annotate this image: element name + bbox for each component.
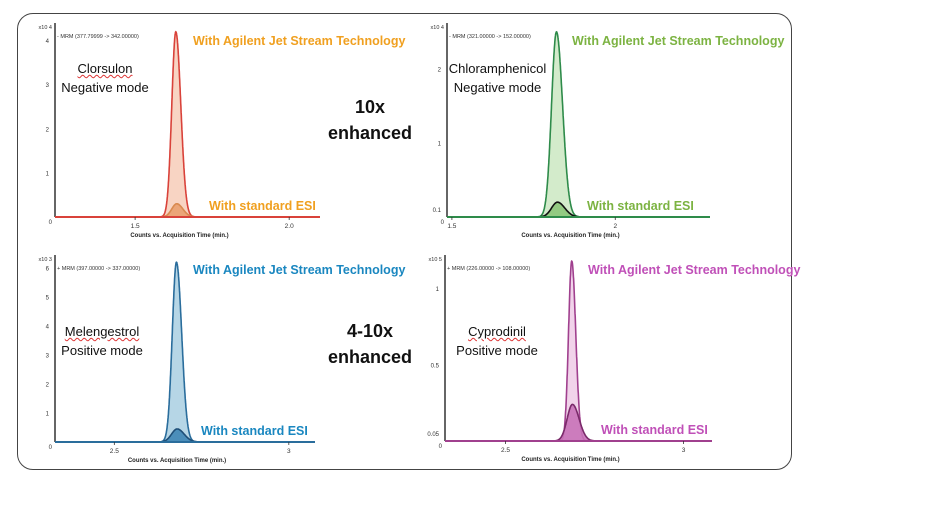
legend-std-esi: With standard ESI <box>209 199 316 213</box>
ionization-mode: Negative mode <box>453 80 542 95</box>
y-tick-label: 0 <box>441 220 445 226</box>
compound-name: Cyprodinil <box>468 324 526 339</box>
compound-label: Chloramphenicol Negative mode <box>440 59 555 97</box>
y-multiplier: x10 3 <box>39 257 52 263</box>
x-tick-label: 2.5 <box>501 447 510 454</box>
compound-label: Melengestrol Positive mode <box>52 322 152 360</box>
peak-fill-std-esi <box>545 404 600 441</box>
y-tick-label: 0.1 <box>433 208 442 214</box>
x-axis-label: Counts vs. Acquisition Time (min.) <box>128 458 226 464</box>
compound-label: Cyprodinil Positive mode <box>447 322 547 360</box>
enhancement-summary: 10x enhanced <box>310 94 430 146</box>
y-tick-label: 4 <box>46 39 50 45</box>
y-tick-label: 1 <box>46 171 50 177</box>
legend-std-esi: With standard ESI <box>587 199 694 213</box>
x-tick-label: 3 <box>682 447 686 454</box>
chromatogram-panel: 0 1 2 3 4 1.5 2.0 Counts vs. Acquisition Time (… <box>39 23 320 239</box>
y-tick-label: 6 <box>46 267 50 273</box>
compound-label: Clorsulon Negative mode <box>55 59 155 97</box>
y-tick-label: 1 <box>46 412 50 418</box>
peak-fill-std-esi <box>149 429 206 442</box>
figure-frame <box>17 13 792 470</box>
y-tick-label: 0 <box>439 444 443 450</box>
peak-fill-std-esi <box>152 203 202 217</box>
legend-ajs: With Agilent Jet Stream Technology <box>572 34 785 48</box>
legend-std-esi: With standard ESI <box>601 423 708 437</box>
enhancement-text: enhanced <box>327 123 413 143</box>
ionization-mode: Positive mode <box>61 343 143 358</box>
compound-name: Clorsulon <box>77 61 133 76</box>
enhancement-summary: 4-10x enhanced <box>310 318 430 370</box>
mrm-transition: + MRM (226.00000 -> 108.00000) <box>447 266 530 272</box>
enhancement-factor: 10x <box>354 97 386 117</box>
x-tick-label: 3 <box>287 448 291 455</box>
y-tick-label: 3 <box>46 354 50 360</box>
y-tick-label: 3 <box>46 83 50 89</box>
mrm-transition: + MRM (397.00000 -> 337.00000) <box>57 266 140 272</box>
y-tick-label: 2 <box>46 127 50 133</box>
peak-fill-ajs <box>555 261 588 441</box>
x-tick-label: 1.5 <box>447 223 456 230</box>
mrm-transition: - MRM (377.79999 -> 342.00000) <box>57 34 139 40</box>
x-tick-label: 2.0 <box>285 223 294 230</box>
y-tick-label: 1 <box>438 141 442 147</box>
y-tick-label: 2 <box>438 67 442 73</box>
chromatogram-panel: 0 0.1 1 2 1.5 2 Counts vs. Acquisition Time (m… <box>431 23 710 239</box>
y-tick-label: 0.05 <box>427 432 439 438</box>
enhancement-factor: 4-10x <box>346 321 394 341</box>
y-tick-label: 0.5 <box>431 363 440 369</box>
compound-name: Melengestrol <box>64 324 140 339</box>
peak-fill-ajs <box>531 31 581 218</box>
mrm-transition: - MRM (321.00000 -> 152.00000) <box>449 34 531 40</box>
legend-ajs: With Agilent Jet Stream Technology <box>193 34 406 48</box>
y-multiplier: x10 5 <box>429 257 442 263</box>
peak-fill-ajs <box>155 262 198 442</box>
y-tick-label: 5 <box>46 296 50 302</box>
x-tick-label: 1.5 <box>131 223 140 230</box>
chromatogram-panel: 0 1 2 3 4 5 6 2.5 3 Counts vs. Acquisition Time (… <box>39 255 315 464</box>
y-tick-label: 0 <box>49 220 53 226</box>
x-tick-label: 2.5 <box>110 448 119 455</box>
peak-fill-ajs <box>155 31 196 217</box>
y-tick-label: 1 <box>436 287 440 293</box>
x-tick-label: 2 <box>613 223 617 230</box>
enhancement-text: enhanced <box>327 347 413 367</box>
y-multiplier: x10 4 <box>431 25 444 31</box>
chromatogram-panel: 00.05 0.5 1 2.5 3 Counts vs. Acquisition Time… <box>427 255 712 463</box>
ionization-mode: Positive mode <box>456 343 538 358</box>
legend-ajs: With Agilent Jet Stream Technology <box>588 263 801 277</box>
legend-std-esi: With standard ESI <box>201 424 308 438</box>
y-multiplier: x10 4 <box>39 25 52 31</box>
x-axis-label: Counts vs. Acquisition Time (min.) <box>130 233 228 239</box>
compound-name: Chloramphenicol <box>448 61 547 76</box>
x-axis-label: Counts vs. Acquisition Time (min.) <box>521 457 619 463</box>
ionization-mode: Negative mode <box>61 80 149 95</box>
y-tick-label: 4 <box>46 325 50 331</box>
peak-fill-std-esi <box>528 202 587 217</box>
x-axis-label: Counts vs. Acquisition Time (min.) <box>521 233 619 239</box>
y-tick-label: 2 <box>46 383 50 389</box>
legend-ajs: With Agilent Jet Stream Technology <box>193 263 406 277</box>
y-tick-label: 0 <box>49 445 53 451</box>
